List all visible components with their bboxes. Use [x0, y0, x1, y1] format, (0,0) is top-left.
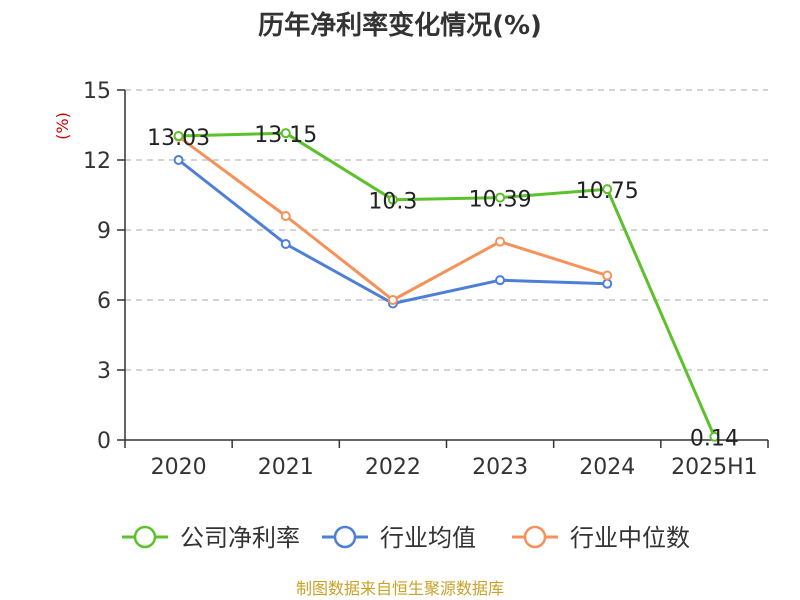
- data-labels: 13.03 13.15 10.3 10.39 10.75 0.14: [147, 123, 739, 452]
- data-point: [280, 239, 291, 249]
- y-axis-title: (%): [53, 112, 72, 140]
- data-point: [495, 192, 506, 203]
- data-point: [280, 128, 291, 139]
- legend-marker: [133, 525, 157, 549]
- y-tick-label: 12: [83, 149, 111, 174]
- source-note: 制图数据来自恒生聚源数据库: [296, 579, 504, 598]
- y-tick-label: 3: [97, 359, 111, 384]
- legend-label: 公司净利率: [180, 524, 300, 552]
- x-tick-label: 2023: [472, 455, 528, 480]
- data-point: [280, 211, 291, 221]
- legend-label: 行业中位数: [570, 524, 690, 552]
- data-point: [387, 194, 398, 205]
- x-tick-label: 2025H1: [671, 455, 758, 480]
- y-tick-label: 0: [97, 429, 111, 454]
- series-line-1: [177, 158, 608, 305]
- data-point: [173, 130, 184, 141]
- x-tick-label: 2022: [365, 455, 421, 480]
- axes: 0 3 6 9 12 15 2020 2021 2022 2023 2024 2025H1: [83, 79, 769, 480]
- x-tick-label: 2024: [579, 455, 635, 480]
- chart-title: 历年净利率变化情况(%): [258, 10, 542, 41]
- data-label: 13.15: [254, 123, 317, 148]
- legend-marker: [333, 525, 357, 549]
- data-point: [602, 184, 613, 195]
- legend-marker: [523, 525, 547, 549]
- data-label: 10.75: [576, 179, 639, 204]
- data-point: [602, 278, 613, 289]
- x-tick-label: 2020: [151, 455, 207, 480]
- data-label: 10.3: [368, 190, 417, 215]
- data-label: 10.39: [469, 188, 532, 213]
- y-tick-label: 9: [97, 219, 111, 244]
- y-tick-label: 15: [83, 79, 111, 104]
- series-line-2: [177, 135, 608, 302]
- data-label: 13.03: [147, 126, 210, 151]
- data-label: 0.14: [690, 427, 739, 452]
- data-point: [495, 236, 506, 247]
- grid-lines: [125, 89, 768, 371]
- series-layer: [173, 128, 720, 442]
- x-tick-label: 2021: [258, 455, 314, 480]
- data-point: [709, 431, 720, 442]
- data-point: [387, 295, 398, 305]
- data-point: [602, 270, 613, 281]
- series-line-0: [178, 131, 716, 438]
- data-point: [173, 155, 184, 165]
- y-tick-label: 6: [97, 289, 111, 314]
- legend-label: 行业均值: [380, 524, 476, 552]
- legend: 公司净利率 行业均值 行业中位数: [122, 524, 690, 552]
- data-point: [495, 275, 506, 286]
